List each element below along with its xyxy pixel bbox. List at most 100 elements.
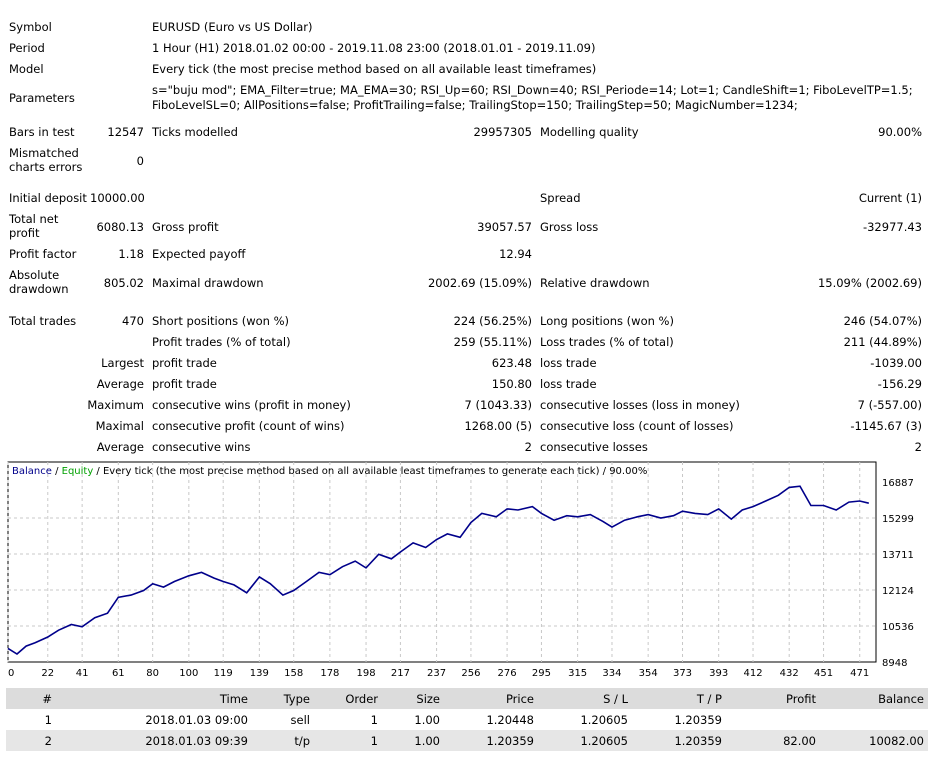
x-tick-label: 471 (850, 668, 869, 679)
y-axis-ticks: 16887 15299 13711 12124 10536 8948 (882, 478, 914, 669)
symbol-label: Symbol (9, 20, 52, 34)
ticks-value: 29957305 (473, 125, 532, 139)
deposit-label: Initial deposit (9, 191, 87, 205)
balance-chart: 16887 15299 13711 12124 10536 8948 0 22 41 61 80 1… (6, 460, 928, 680)
totaltrades-value: 470 (122, 314, 144, 328)
period-label: Period (9, 41, 45, 55)
netprofit-label: Total net profit (9, 212, 59, 240)
cell-time: 2018.01.03 09:00 (145, 712, 248, 727)
cell-number: 2 (6, 730, 56, 751)
maximalprofit-label: consecutive profit (count of wins) (152, 419, 345, 433)
cell-time: 2018.01.03 09:39 (56, 730, 252, 751)
ticks-label: Ticks modelled (152, 125, 238, 139)
maxconslosses-label: consecutive losses (loss in money) (540, 398, 740, 412)
y-tick-label: 8948 (882, 658, 907, 669)
x-tick-label: 139 (250, 668, 269, 679)
avgconslosses-value: 2 (914, 440, 922, 454)
x-tick-label: 217 (391, 668, 410, 679)
maxconswins-label: consecutive wins (profit in money) (152, 398, 351, 412)
x-tick-label: 0 (8, 668, 14, 679)
largest-loss-value: -1039.00 (870, 356, 922, 370)
bars-value: 12547 (107, 125, 144, 139)
legend-equity: Equity (62, 466, 94, 477)
payoff-value: 12.94 (499, 247, 532, 261)
mismatched-label: Mismatched charts errors (9, 146, 83, 174)
mismatched-value: 0 (136, 154, 144, 168)
col-number[interactable]: # (6, 688, 56, 709)
long-value: 246 (54.07%) (843, 314, 922, 328)
short-value: 224 (56.25%) (453, 314, 532, 328)
cell-tp: 1.20359 (632, 730, 726, 751)
short-label: Short positions (won %) (152, 314, 290, 328)
x-tick-label: 119 (214, 668, 233, 679)
x-tick-label: 61 (112, 668, 125, 679)
x-tick-label: 276 (498, 668, 517, 679)
avgconswins-label: consecutive wins (152, 440, 251, 454)
average-profit-value: 150.80 (491, 377, 532, 391)
y-tick-label: 10536 (882, 622, 914, 633)
cell-size: 1.00 (382, 730, 444, 751)
spread-value: Current (1) (858, 191, 922, 205)
y-tick-label: 15299 (882, 514, 914, 525)
model-label: Model (9, 62, 44, 76)
payoff-label: Expected payoff (152, 247, 246, 261)
grossprofit-label: Gross profit (152, 220, 219, 234)
x-tick-label: 22 (41, 668, 54, 679)
deposit-value: 10000.00 (90, 191, 145, 205)
plot-frame (7, 461, 877, 663)
model-value: Every tick (the most precise method base… (152, 62, 597, 76)
col-price[interactable]: Price (444, 688, 538, 709)
quality-label: Modelling quality (540, 125, 639, 139)
largest-profit-value: 623.48 (491, 356, 532, 370)
losstrades-label: Loss trades (% of total) (540, 335, 674, 349)
y-tick-label: 16887 (882, 478, 914, 489)
cell-number: 1 (44, 712, 52, 727)
cell-type: sell (290, 712, 310, 727)
table-row[interactable]: 1 2018.01.03 09:00 sell 1 1.00 1.20448 1… (6, 709, 928, 730)
col-sl[interactable]: S / L (538, 688, 632, 709)
x-tick-label: 451 (814, 668, 833, 679)
average-loss-value: -156.29 (877, 377, 922, 391)
largest-loss-label: loss trade (540, 356, 597, 370)
x-tick-label: 198 (357, 668, 376, 679)
x-tick-label: 158 (284, 668, 303, 679)
x-tick-label: 41 (76, 668, 89, 679)
period-value: 1 Hour (H1) 2018.01.02 00:00 - 2019.11.0… (152, 41, 596, 55)
profittrades-label: Profit trades (% of total) (152, 335, 291, 349)
spread-label: Spread (540, 191, 581, 205)
col-tp[interactable]: T / P (632, 688, 726, 709)
avgcons-label: Average (96, 440, 144, 454)
parameters-label: Parameters (9, 91, 75, 105)
profitfactor-value: 1.18 (118, 247, 144, 261)
chart-legend: Balance / Equity / Every tick (the most … (12, 466, 647, 477)
cell-profit: 82.00 (726, 730, 820, 751)
col-balance[interactable]: Balance (820, 688, 928, 709)
quality-value: 90.00% (878, 125, 922, 139)
maximalloss-value: -1145.67 (3) (850, 419, 922, 433)
average-label: Average (96, 377, 144, 391)
cell-price: 1.20448 (486, 712, 534, 727)
x-tick-label: 432 (780, 668, 799, 679)
symbol-value: EURUSD (Euro vs US Dollar) (152, 20, 313, 34)
cell-type: t/p (252, 730, 314, 751)
average-loss-label: loss trade (540, 377, 597, 391)
x-tick-label: 178 (320, 668, 339, 679)
col-time[interactable]: Time (56, 688, 252, 709)
col-profit[interactable]: Profit (726, 688, 820, 709)
table-row[interactable]: 2 2018.01.03 09:39 t/p 1 1.00 1.20359 1.… (6, 730, 928, 751)
y-tick-label: 13711 (882, 550, 914, 561)
losstrades-value: 211 (44.89%) (843, 335, 922, 349)
maximal-label: Maximal (95, 419, 144, 433)
netprofit-value: 6080.13 (96, 220, 144, 234)
bars-label: Bars in test (9, 125, 75, 139)
maxdrawdown-label: Maximal drawdown (152, 276, 264, 290)
largest-label: Largest (101, 356, 144, 370)
x-tick-label: 354 (639, 668, 658, 679)
legend-separator: / (52, 466, 62, 477)
col-order[interactable]: Order (314, 688, 382, 709)
maximum-label: Maximum (87, 398, 144, 412)
col-type[interactable]: Type (252, 688, 314, 709)
x-tick-label: 80 (146, 668, 159, 679)
col-size[interactable]: Size (382, 688, 444, 709)
parameters-value-line1: s="buju mod"; EMA_Filter=true; MA_EMA=30… (152, 83, 913, 97)
